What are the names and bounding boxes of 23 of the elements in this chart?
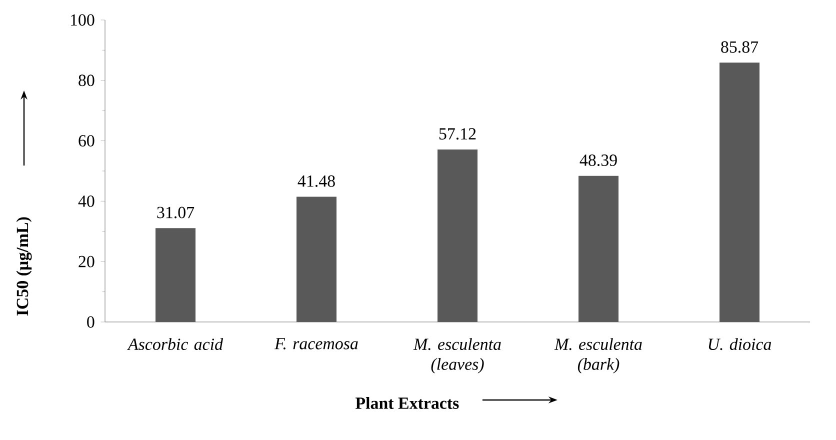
y-tick-label: 60 [78, 135, 94, 147]
bar [438, 149, 478, 322]
y-tick-label: 80 [78, 74, 94, 86]
data-label: 31.07 [157, 206, 194, 218]
data-label: 85.87 [721, 41, 758, 53]
y-axis-title: IC50 (µg/mL) [16, 217, 32, 316]
x-tick-label: Ascorbic acid [127, 338, 224, 350]
x-tick-label: U. dioica [708, 338, 772, 350]
y-tick-label: 100 [70, 14, 94, 26]
y-tick-label: 0 [87, 316, 94, 328]
data-label: 48.39 [580, 154, 617, 166]
data-label: 57.12 [439, 128, 476, 140]
y-tick-label: 40 [78, 195, 94, 207]
x-tick-label: F. racemosa [274, 338, 358, 350]
bar [578, 176, 619, 322]
x-axis-title: Plant Extracts [356, 397, 459, 409]
bar [296, 196, 337, 322]
bar [720, 62, 760, 322]
data-label: 41.48 [298, 175, 335, 187]
x-tick-label: M. esculenta (bark) [554, 338, 642, 374]
x-tick-label: M. esculenta (leaves) [413, 338, 501, 374]
bar [156, 228, 196, 322]
y-tick-label: 20 [78, 256, 94, 268]
